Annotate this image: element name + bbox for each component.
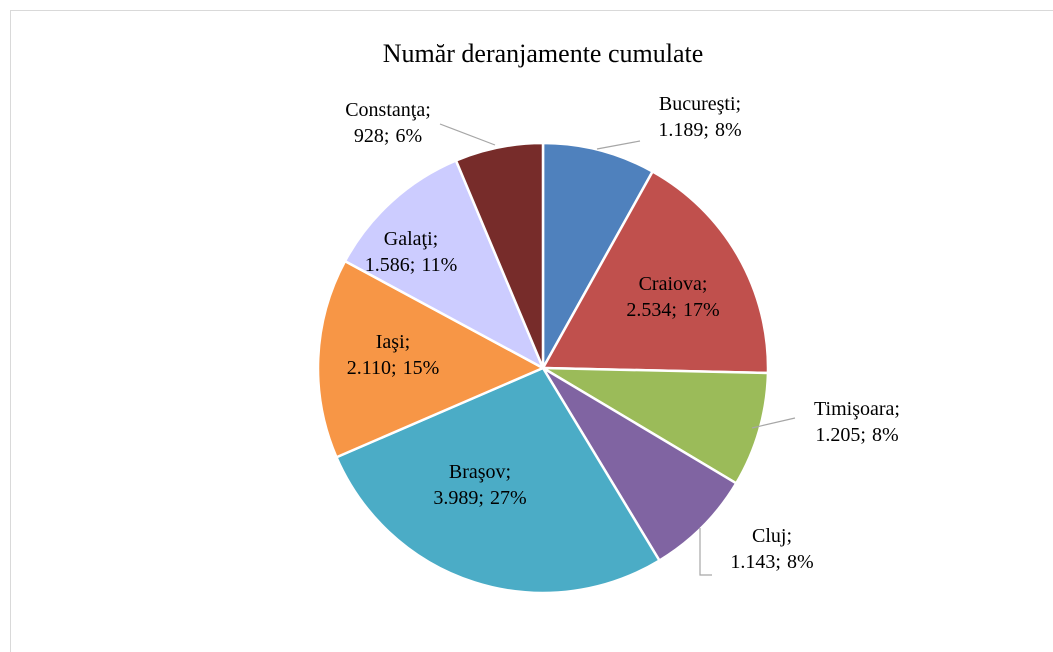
pie-slice	[541, 366, 738, 563]
label-percent: 8%	[872, 424, 899, 446]
label-separator: ;	[506, 461, 512, 483]
label-percent: 27%	[490, 487, 527, 509]
label-percent: 11%	[421, 254, 457, 276]
label-name: Galaţi	[384, 228, 433, 250]
pie-slice	[454, 141, 545, 369]
pie-slice	[343, 158, 546, 371]
data-label: Braşov;	[449, 461, 511, 483]
data-label: 1.189; 8%	[658, 119, 741, 141]
data-label: 1.143; 8%	[730, 551, 813, 573]
label-separator: ;	[702, 273, 708, 295]
pie-slice	[316, 259, 546, 459]
leader-line	[699, 528, 712, 576]
label-percent: 6%	[395, 125, 422, 147]
pie-slice	[538, 366, 770, 485]
label-separator: ;	[391, 357, 397, 379]
data-label: 1.586; 11%	[365, 254, 457, 276]
label-percent: 15%	[403, 357, 440, 379]
leader-line	[751, 417, 796, 429]
label-value: 1.189	[658, 119, 703, 141]
label-name: Cluj	[752, 525, 786, 547]
data-label: 2.110; 15%	[347, 357, 440, 379]
data-label: 928; 6%	[354, 125, 422, 147]
chart-frame	[10, 10, 1053, 652]
label-separator: ;	[410, 254, 416, 276]
pie-slice	[540, 169, 770, 375]
label-name: Timişoara	[814, 398, 895, 420]
leader-line	[439, 123, 496, 146]
label-percent: 8%	[715, 119, 742, 141]
label-value: 928	[354, 125, 384, 147]
data-label: 2.534; 17%	[626, 299, 719, 321]
chart-title: Număr deranjamente cumulate	[383, 39, 704, 68]
data-label: Craiova;	[639, 273, 708, 295]
data-label: 1.205; 8%	[815, 424, 898, 446]
label-separator: ;	[860, 424, 866, 446]
data-label: Cluj;	[752, 525, 792, 547]
label-value: 2.534	[626, 299, 671, 321]
label-separator: ;	[405, 331, 411, 353]
label-name: Constanţa	[345, 99, 425, 121]
data-label: Galaţi;	[384, 228, 438, 250]
label-separator: ;	[433, 228, 439, 250]
data-label: Timişoara;	[814, 398, 900, 420]
label-separator: ;	[775, 551, 781, 573]
label-separator: ;	[425, 99, 431, 121]
label-separator: ;	[703, 119, 709, 141]
data-label: Constanţa;	[345, 99, 431, 121]
label-value: 2.110	[347, 357, 391, 379]
data-label: 3.989; 27%	[433, 487, 526, 509]
label-percent: 17%	[683, 299, 720, 321]
label-name: Bucureşti	[659, 93, 736, 115]
label-value: 1.143	[730, 551, 775, 573]
label-value: 3.989	[433, 487, 478, 509]
label-separator: ;	[786, 525, 792, 547]
label-value: 1.586	[365, 254, 410, 276]
label-percent: 8%	[787, 551, 814, 573]
pie-slice	[541, 141, 655, 373]
data-label: Iaşi;	[376, 331, 410, 353]
label-separator: ;	[736, 93, 742, 115]
data-label: Bucureşti;	[659, 93, 741, 115]
pie-slice	[334, 366, 662, 595]
label-separator: ;	[894, 398, 900, 420]
label-separator: ;	[384, 125, 390, 147]
leader-line	[596, 140, 641, 150]
label-separator: ;	[478, 487, 484, 509]
label-separator: ;	[671, 299, 677, 321]
label-name: Craiova	[639, 273, 702, 295]
label-name: Braşov	[449, 461, 506, 483]
label-value: 1.205	[815, 424, 860, 446]
label-name: Iaşi	[376, 331, 405, 353]
